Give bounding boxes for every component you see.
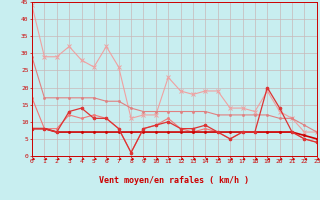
X-axis label: Vent moyen/en rafales ( km/h ): Vent moyen/en rafales ( km/h ) [100,176,249,185]
